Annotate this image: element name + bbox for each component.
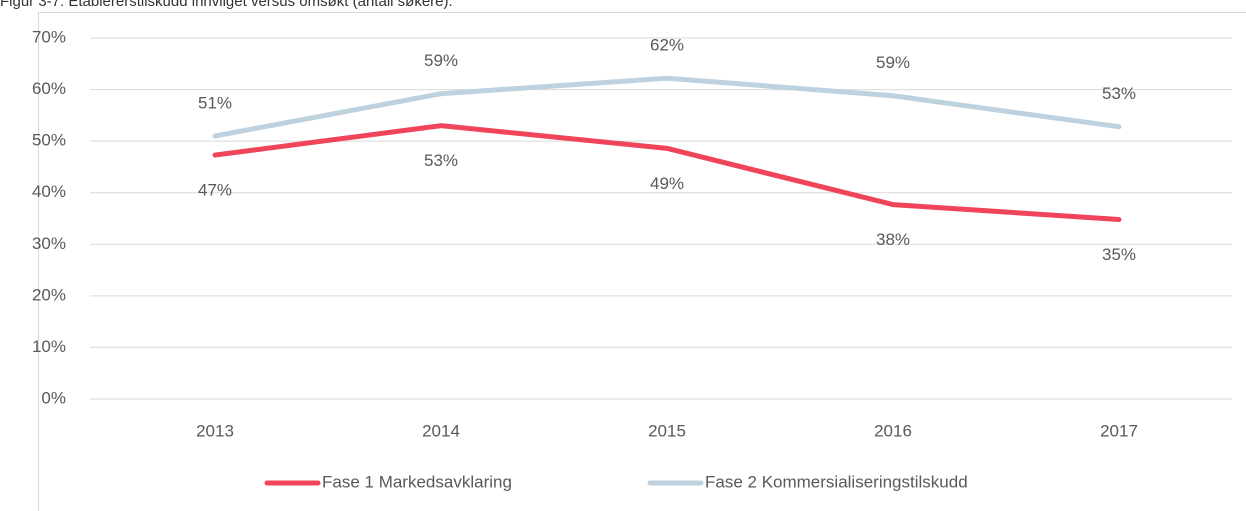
data-label: 53% — [1102, 84, 1136, 103]
data-label: 35% — [1102, 245, 1136, 264]
data-label: 59% — [424, 51, 458, 70]
data-label: 59% — [876, 53, 910, 72]
x-tick-label: 2017 — [1100, 421, 1138, 440]
data-label: 38% — [876, 230, 910, 249]
series-line — [212, 75, 1122, 139]
data-label: 62% — [650, 36, 684, 55]
y-tick-label: 20% — [32, 285, 66, 304]
legend-label: Fase 1 Markedsavklaring — [322, 472, 512, 491]
y-tick-label: 40% — [32, 182, 66, 201]
data-label: 53% — [424, 151, 458, 170]
chart-frame — [38, 12, 1246, 511]
y-tick-label: 60% — [32, 79, 66, 98]
series-line — [212, 123, 1122, 223]
x-tick-label: 2016 — [874, 421, 912, 440]
y-tick-label: 10% — [32, 337, 66, 356]
legend-label: Fase 2 Kommersialiseringstilskudd — [705, 472, 968, 491]
x-tick-label: 2013 — [196, 421, 234, 440]
y-tick-label: 30% — [32, 234, 66, 253]
y-tick-label: 70% — [32, 27, 66, 46]
data-label: 49% — [650, 174, 684, 193]
data-label: 51% — [198, 93, 232, 112]
x-tick-label: 2014 — [422, 421, 460, 440]
y-tick-label: 0% — [41, 388, 66, 407]
x-tick-label: 2015 — [648, 421, 686, 440]
data-label: 47% — [198, 181, 232, 200]
y-tick-label: 50% — [32, 131, 66, 150]
chart-title: Figur 3-7: Etablererstilskudd innvilget … — [0, 0, 453, 10]
